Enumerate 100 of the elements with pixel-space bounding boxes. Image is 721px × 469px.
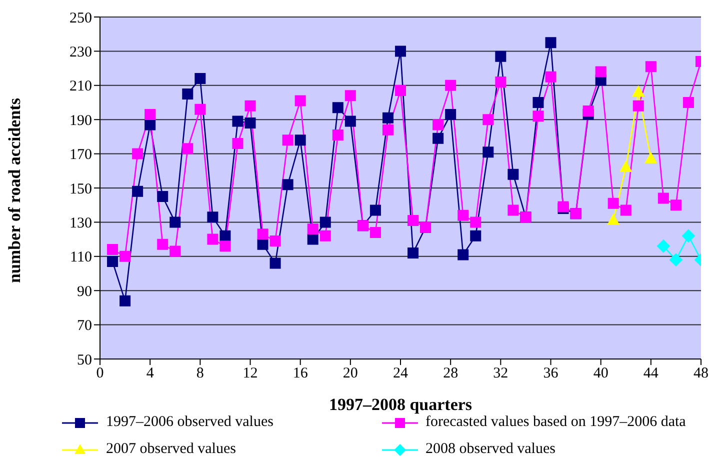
y-tick-label: 250	[70, 10, 92, 26]
point	[232, 116, 244, 127]
point	[294, 134, 306, 146]
point	[307, 234, 318, 245]
x-axis-title: 1997–2008 quarters	[328, 395, 472, 414]
point	[458, 249, 469, 260]
point	[282, 134, 294, 146]
point	[682, 229, 695, 242]
y-axis-title: number of road accidents	[5, 98, 24, 283]
point	[107, 244, 118, 256]
point	[370, 204, 381, 216]
point	[395, 46, 406, 57]
point	[294, 95, 306, 106]
x-tick-label: 36	[543, 366, 559, 382]
point	[508, 168, 519, 180]
x-tick-label: 0	[96, 366, 104, 382]
point	[669, 253, 682, 266]
y-tick-label: 110	[70, 250, 92, 266]
point	[432, 119, 444, 130]
point	[645, 61, 656, 72]
point	[445, 80, 456, 91]
point	[170, 216, 181, 228]
point	[470, 216, 482, 228]
point	[532, 110, 544, 122]
point	[644, 152, 657, 164]
point	[620, 204, 632, 216]
point	[270, 236, 281, 247]
point	[320, 216, 331, 228]
y-tick-label: 230	[70, 44, 92, 61]
point	[670, 200, 682, 211]
point	[408, 247, 419, 258]
y-tick-label: 210	[70, 78, 92, 95]
point	[194, 104, 206, 115]
point	[132, 186, 144, 197]
y-tick-label: 150	[70, 181, 92, 198]
point	[320, 230, 331, 242]
point	[220, 230, 231, 242]
x-tick-label: 20	[342, 366, 358, 382]
point	[107, 256, 118, 268]
y-tick-label: 50	[77, 352, 92, 368]
point	[632, 86, 644, 97]
legend-label: 1997–2006 observed values	[106, 414, 274, 431]
point	[170, 246, 181, 257]
point	[132, 148, 144, 160]
point	[458, 210, 469, 221]
x-tick-label: 12	[242, 366, 258, 382]
y-tick-label: 190	[70, 112, 92, 129]
x-tick-label: 40	[593, 366, 608, 382]
point	[445, 108, 456, 120]
point	[282, 179, 294, 190]
point	[182, 88, 194, 100]
point	[482, 114, 494, 126]
x-tick-label: 28	[443, 366, 458, 382]
point	[632, 100, 644, 112]
point	[545, 37, 556, 48]
point	[157, 191, 168, 202]
point	[395, 85, 406, 96]
point	[545, 71, 556, 82]
point	[432, 132, 444, 144]
point	[157, 238, 168, 250]
x-tick-label: 32	[493, 366, 508, 382]
point	[244, 100, 256, 112]
point	[207, 234, 218, 245]
point	[344, 116, 356, 127]
x-tick-label: 4	[146, 366, 154, 382]
point	[495, 76, 506, 88]
legend-label: forecasted values based on 1997–2006 data	[426, 414, 686, 431]
y-tick-label: 70	[77, 318, 92, 334]
point	[582, 106, 594, 117]
point	[120, 295, 131, 306]
point	[257, 228, 268, 240]
point	[595, 66, 606, 78]
point	[194, 73, 206, 84]
y-tick-label: 90	[77, 284, 92, 300]
point	[120, 250, 131, 262]
x-tick-label: 16	[292, 366, 308, 382]
point	[144, 108, 156, 120]
point	[607, 214, 620, 225]
y-tick-label: 170	[70, 147, 92, 164]
point	[682, 97, 694, 108]
point	[332, 129, 344, 140]
point	[608, 198, 619, 209]
point	[470, 230, 482, 242]
point	[307, 224, 318, 235]
point	[656, 240, 670, 253]
point	[257, 238, 268, 250]
point	[144, 119, 156, 130]
point	[408, 214, 419, 226]
x-tick-label: 48	[694, 366, 708, 382]
point	[370, 226, 381, 238]
point	[508, 204, 519, 216]
x-tick-label: 44	[643, 366, 659, 382]
point	[220, 240, 231, 252]
point	[620, 160, 632, 172]
point	[382, 124, 394, 136]
x-tick-label: 8	[196, 366, 204, 382]
point	[270, 258, 281, 269]
point	[532, 97, 544, 108]
point	[244, 118, 256, 129]
legend-label: 2008 observed values	[426, 441, 556, 458]
